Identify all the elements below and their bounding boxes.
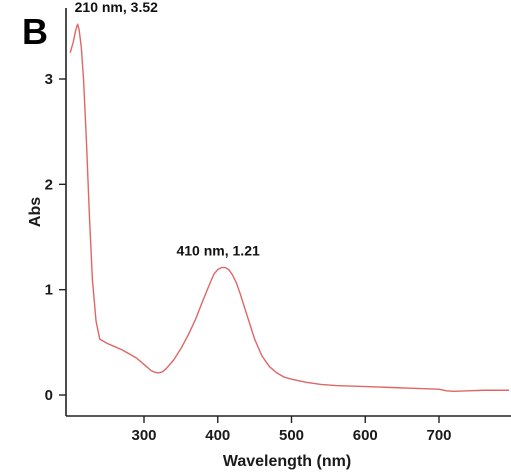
peak-annotation-0: 210 nm, 3.52 xyxy=(75,0,158,15)
x-tick-label-400: 400 xyxy=(205,427,230,444)
y-ticks: 0 1 2 3 xyxy=(45,71,66,404)
series-line-0 xyxy=(69,23,510,393)
panel-label: B xyxy=(22,11,48,52)
x-tick-label-700: 700 xyxy=(426,427,451,444)
y-tick-label-3: 3 xyxy=(45,71,53,88)
series-group xyxy=(69,23,510,393)
x-axis-title: Wavelength (nm) xyxy=(223,453,351,470)
y-tick-label-2: 2 xyxy=(45,176,53,193)
x-ticks: 300 400 500 600 700 xyxy=(131,416,452,444)
x-tick-label-300: 300 xyxy=(131,427,156,444)
y-tick-label-0: 0 xyxy=(45,387,53,404)
y-axis-title: Abs xyxy=(27,197,44,227)
annotation-group: 210 nm, 3.52 410 nm, 1.21 xyxy=(75,0,260,259)
peak-annotation-1: 410 nm, 1.21 xyxy=(176,243,259,259)
y-tick-label-1: 1 xyxy=(45,282,53,299)
x-tick-label-500: 500 xyxy=(279,427,304,444)
axes xyxy=(65,8,511,417)
x-tick-label-600: 600 xyxy=(353,427,378,444)
